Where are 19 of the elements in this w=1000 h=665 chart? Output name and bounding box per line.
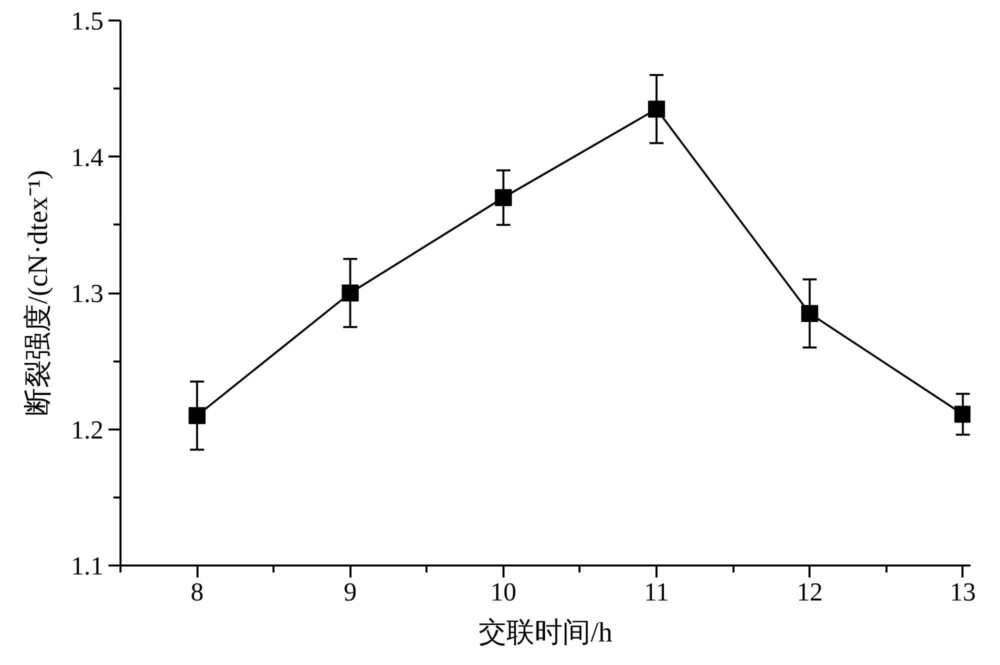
point (342, 284, 359, 302)
x-tick-label: 10 (490, 578, 516, 606)
x-axis-title: 交联时间/h (478, 618, 612, 648)
y-tick-label: 1.2 (71, 415, 104, 444)
x-tick-label: 9 (344, 578, 357, 606)
x-tick-label: 8 (190, 578, 204, 606)
y-tick-label: 1.5 (71, 6, 104, 36)
y-tick-label: 1.3 (71, 279, 104, 308)
x-tick-label: 12 (796, 578, 823, 606)
x-tick-label: 11 (644, 578, 670, 606)
point (648, 100, 666, 118)
point (188, 407, 206, 424)
point (954, 406, 970, 423)
y-tick-label: 1.4 (71, 142, 104, 172)
y-axis-title: 断裂强度/(cN·dtex⁻¹) (23, 170, 54, 416)
point (801, 304, 818, 322)
point (494, 189, 512, 206)
y-tick-label: 1.1 (71, 552, 104, 580)
x-tick-label: 13 (950, 578, 976, 606)
